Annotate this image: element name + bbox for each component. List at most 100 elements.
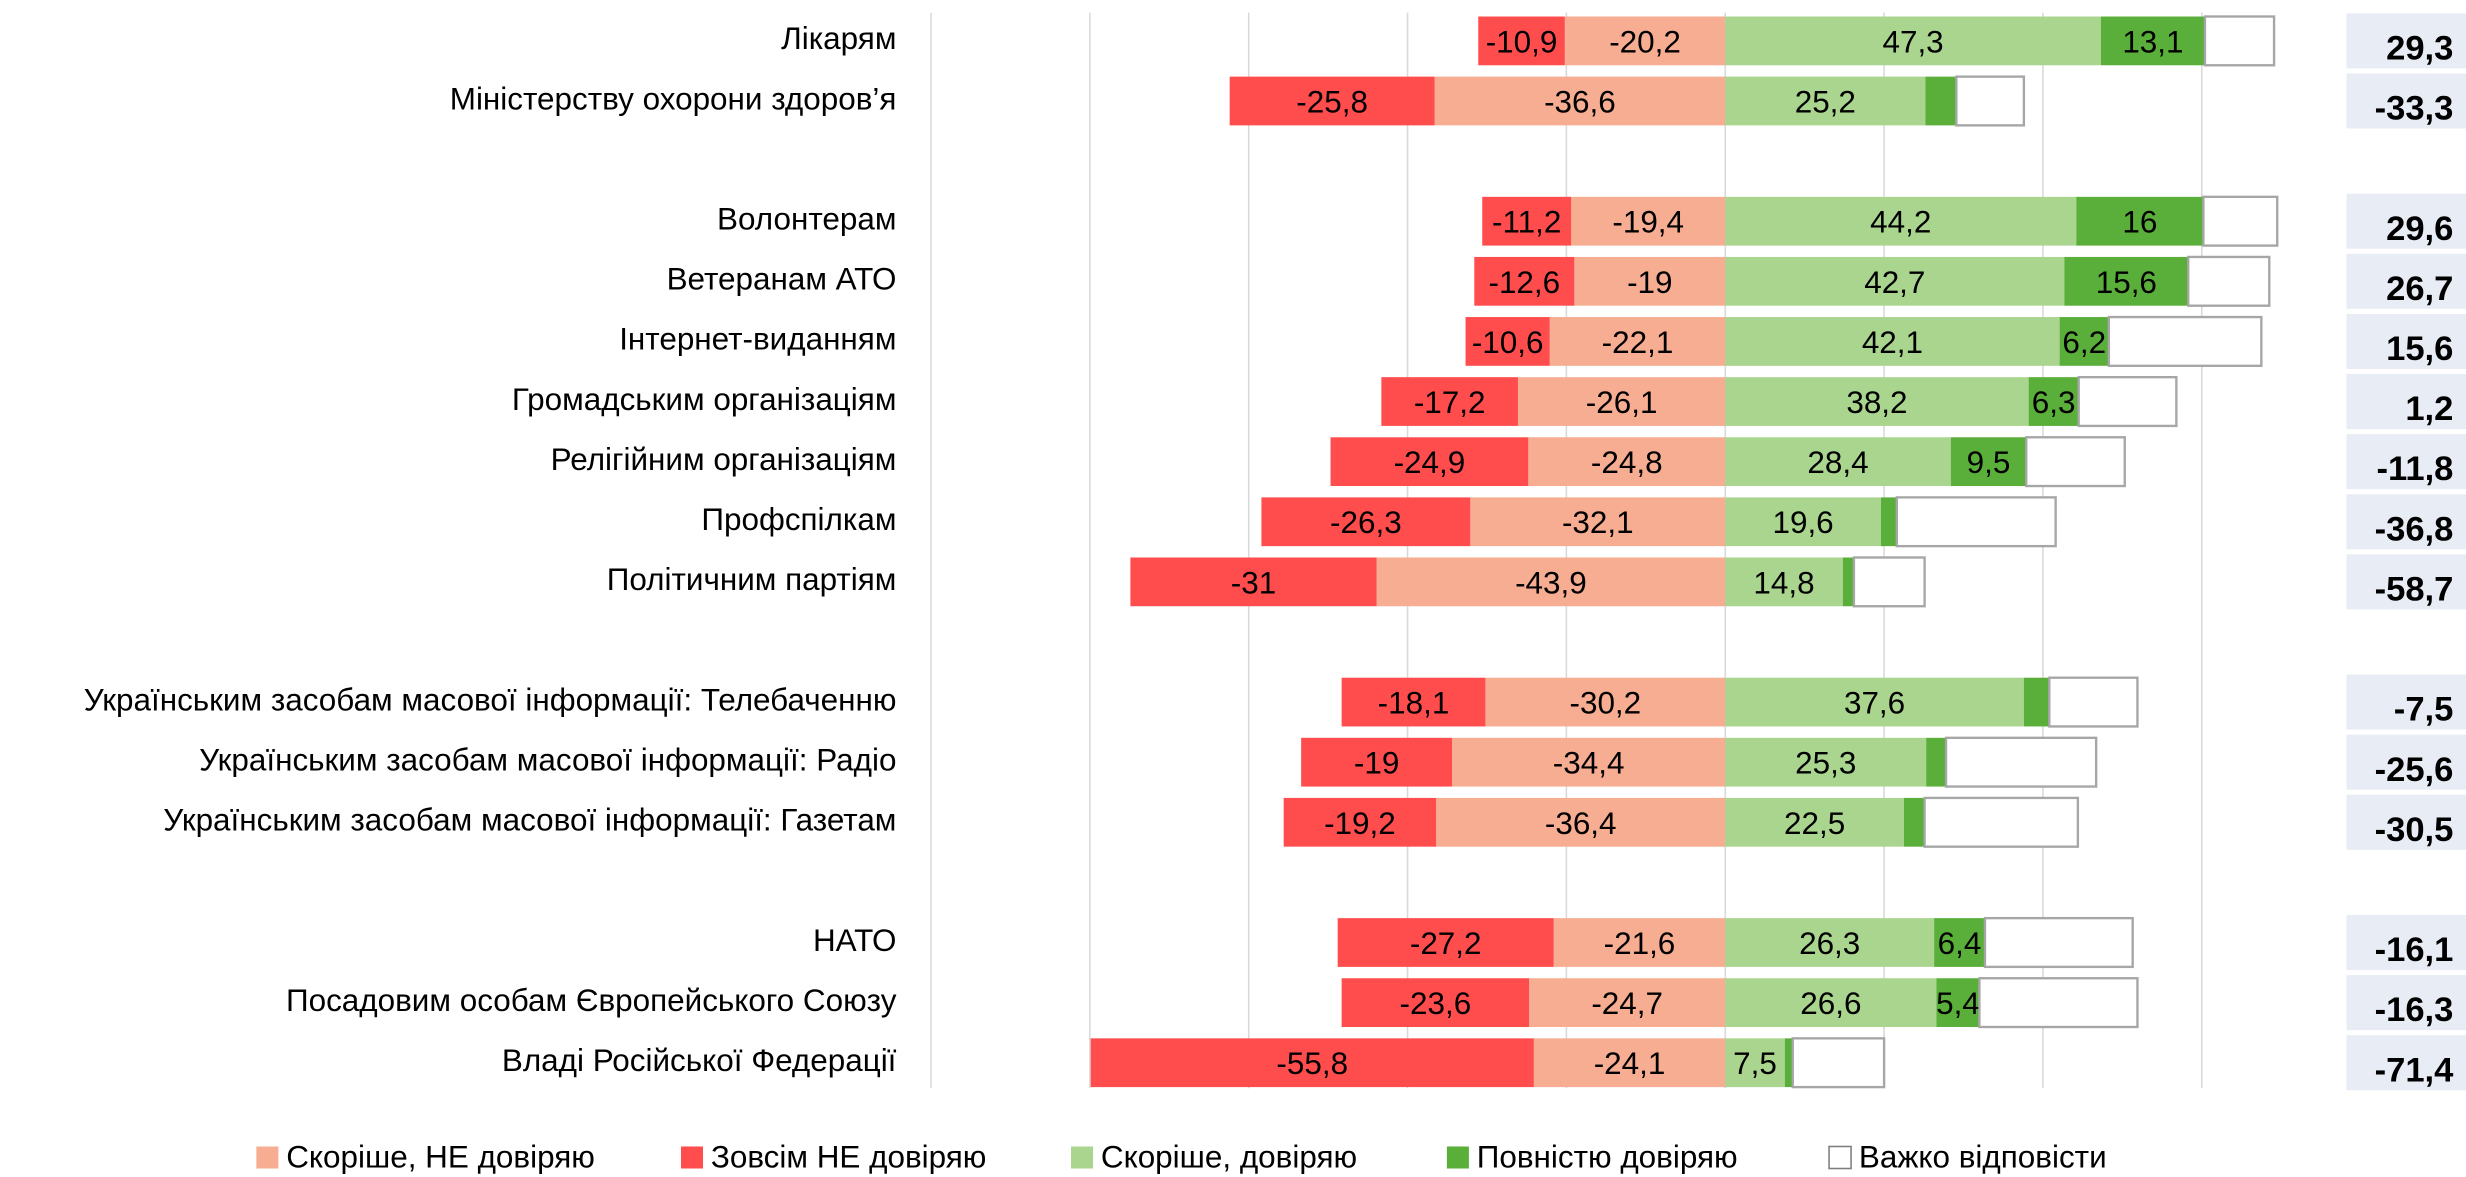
bar-segment (1482, 196, 1572, 246)
value-label: -26,3 (1330, 505, 1402, 540)
balance-box (2346, 794, 2466, 850)
value-label: -24,8 (1591, 445, 1663, 480)
value-label: 19,6 (1772, 505, 1833, 540)
value-label: -24,9 (1394, 445, 1466, 480)
bar-segment (1381, 377, 1518, 426)
value-label: 22,5 (1784, 806, 1845, 841)
category-label: Релігійним організаціям (551, 442, 897, 477)
value-label: -25,8 (1296, 84, 1368, 119)
bar-segment (1725, 1038, 1785, 1088)
value-label: 26,3 (1799, 926, 1860, 961)
bar-segment (1925, 76, 1957, 126)
category-label: Інтернет-виданням (619, 322, 896, 357)
value-label: -11,2 (1492, 205, 1561, 240)
value-label: -55,8 (1276, 1046, 1348, 1081)
bar-segment (2187, 255, 2271, 307)
category-label: Українським засобам масової інформації: … (84, 682, 897, 717)
category-label: Міністерству охорони здоров’я (450, 81, 897, 116)
value-label: 5,4 (1936, 986, 1980, 1021)
value-label: -32,1 (1562, 505, 1634, 540)
balance-box (2346, 734, 2466, 790)
value-label: -23,6 (1400, 986, 1472, 1021)
balance-label: 29,6 (2386, 210, 2453, 248)
balance-label: -33,3 (2375, 90, 2454, 128)
bar-segment (1130, 557, 1377, 607)
value-label: 42,1 (1862, 325, 1923, 360)
legend-swatch (1828, 1145, 1852, 1170)
value-label: 26,6 (1800, 986, 1861, 1021)
balance-label: -36,8 (2375, 510, 2454, 548)
bar-segment (1978, 977, 2139, 1029)
bar-segment (1474, 256, 1575, 306)
value-label: 42,7 (1864, 265, 1925, 300)
bar-segment (1950, 437, 2027, 487)
category-label: Владі Російської Федерації (502, 1043, 897, 1078)
bar-segment (1725, 16, 2101, 66)
bar-segment (1725, 677, 2024, 727)
legend-swatch (256, 1146, 279, 1169)
value-label: 16 (2122, 205, 2157, 240)
bar-segment (1553, 918, 1726, 967)
value-label: -20,2 (1609, 24, 1681, 59)
bar-segment (1261, 497, 1471, 547)
bar-segment (1983, 916, 2134, 969)
bar-segment (1517, 377, 1726, 426)
bar-segment (1330, 437, 1529, 487)
bar-segment (1090, 1038, 1534, 1088)
legend-swatch (1071, 1146, 1094, 1169)
bar-segment (1725, 377, 2029, 426)
category-label: Волонтерам (717, 202, 896, 237)
value-label: 6,4 (1938, 926, 1982, 961)
bar-segment (1434, 76, 1726, 126)
bar-segment (1341, 677, 1486, 727)
legend-label: Зовсім НЕ довіряю (711, 1139, 987, 1174)
value-label: 28,4 (1807, 445, 1868, 480)
balance-box (2346, 434, 2466, 490)
value-label: 38,2 (1846, 385, 1907, 420)
bar-segment (1301, 737, 1453, 787)
bar-segment (1725, 978, 1937, 1027)
value-label: 25,3 (1795, 746, 1856, 781)
bar-segment (1880, 497, 1897, 547)
bar-segment (1465, 317, 1550, 366)
balance-box (2346, 494, 2466, 550)
bar-segment (1229, 76, 1435, 126)
value-label: 25,2 (1795, 84, 1856, 119)
bar-segment (1470, 497, 1726, 547)
value-label: -19 (1354, 746, 1399, 781)
value-label: 13,1 (2122, 24, 2183, 59)
bar-segment (1452, 737, 1726, 787)
bar-segment (1725, 557, 1843, 607)
value-label: -24,7 (1591, 986, 1663, 1021)
legend-label: Скоріше, довіряю (1101, 1139, 1357, 1174)
bar-segment (2023, 677, 2050, 727)
category-label: Українським засобам масової інформації: … (163, 803, 896, 838)
bar-segment (2048, 676, 2139, 728)
bar-segment (1337, 918, 1554, 967)
balance-box (2346, 554, 2466, 610)
bar-segment (1485, 677, 1726, 727)
bar-segment (2100, 16, 2205, 66)
bar-segment (1725, 497, 1881, 547)
bar-segment (1478, 16, 1565, 66)
balance-label: -16,3 (2375, 991, 2454, 1029)
bar-segment (1283, 797, 1437, 847)
balance-box (2346, 674, 2466, 730)
value-label: -34,4 (1553, 746, 1625, 781)
bar-segment (1725, 737, 1927, 787)
value-label: -26,1 (1586, 385, 1658, 420)
category-label: Лікарям (781, 21, 896, 56)
bar-segment (2064, 256, 2189, 306)
bar-segment (1564, 16, 1726, 66)
value-label: -24,1 (1594, 1046, 1666, 1081)
value-label: -36,4 (1545, 806, 1617, 841)
balance-box (2346, 13, 2466, 69)
value-label: 9,5 (1967, 445, 2011, 480)
bar-segment (2077, 375, 2178, 428)
value-label: 6,2 (2062, 325, 2106, 360)
bar-segment (1842, 557, 1854, 607)
balance-label: 29,3 (2386, 29, 2453, 67)
bar-segment (1376, 557, 1726, 607)
bar-segment (1574, 256, 1726, 306)
